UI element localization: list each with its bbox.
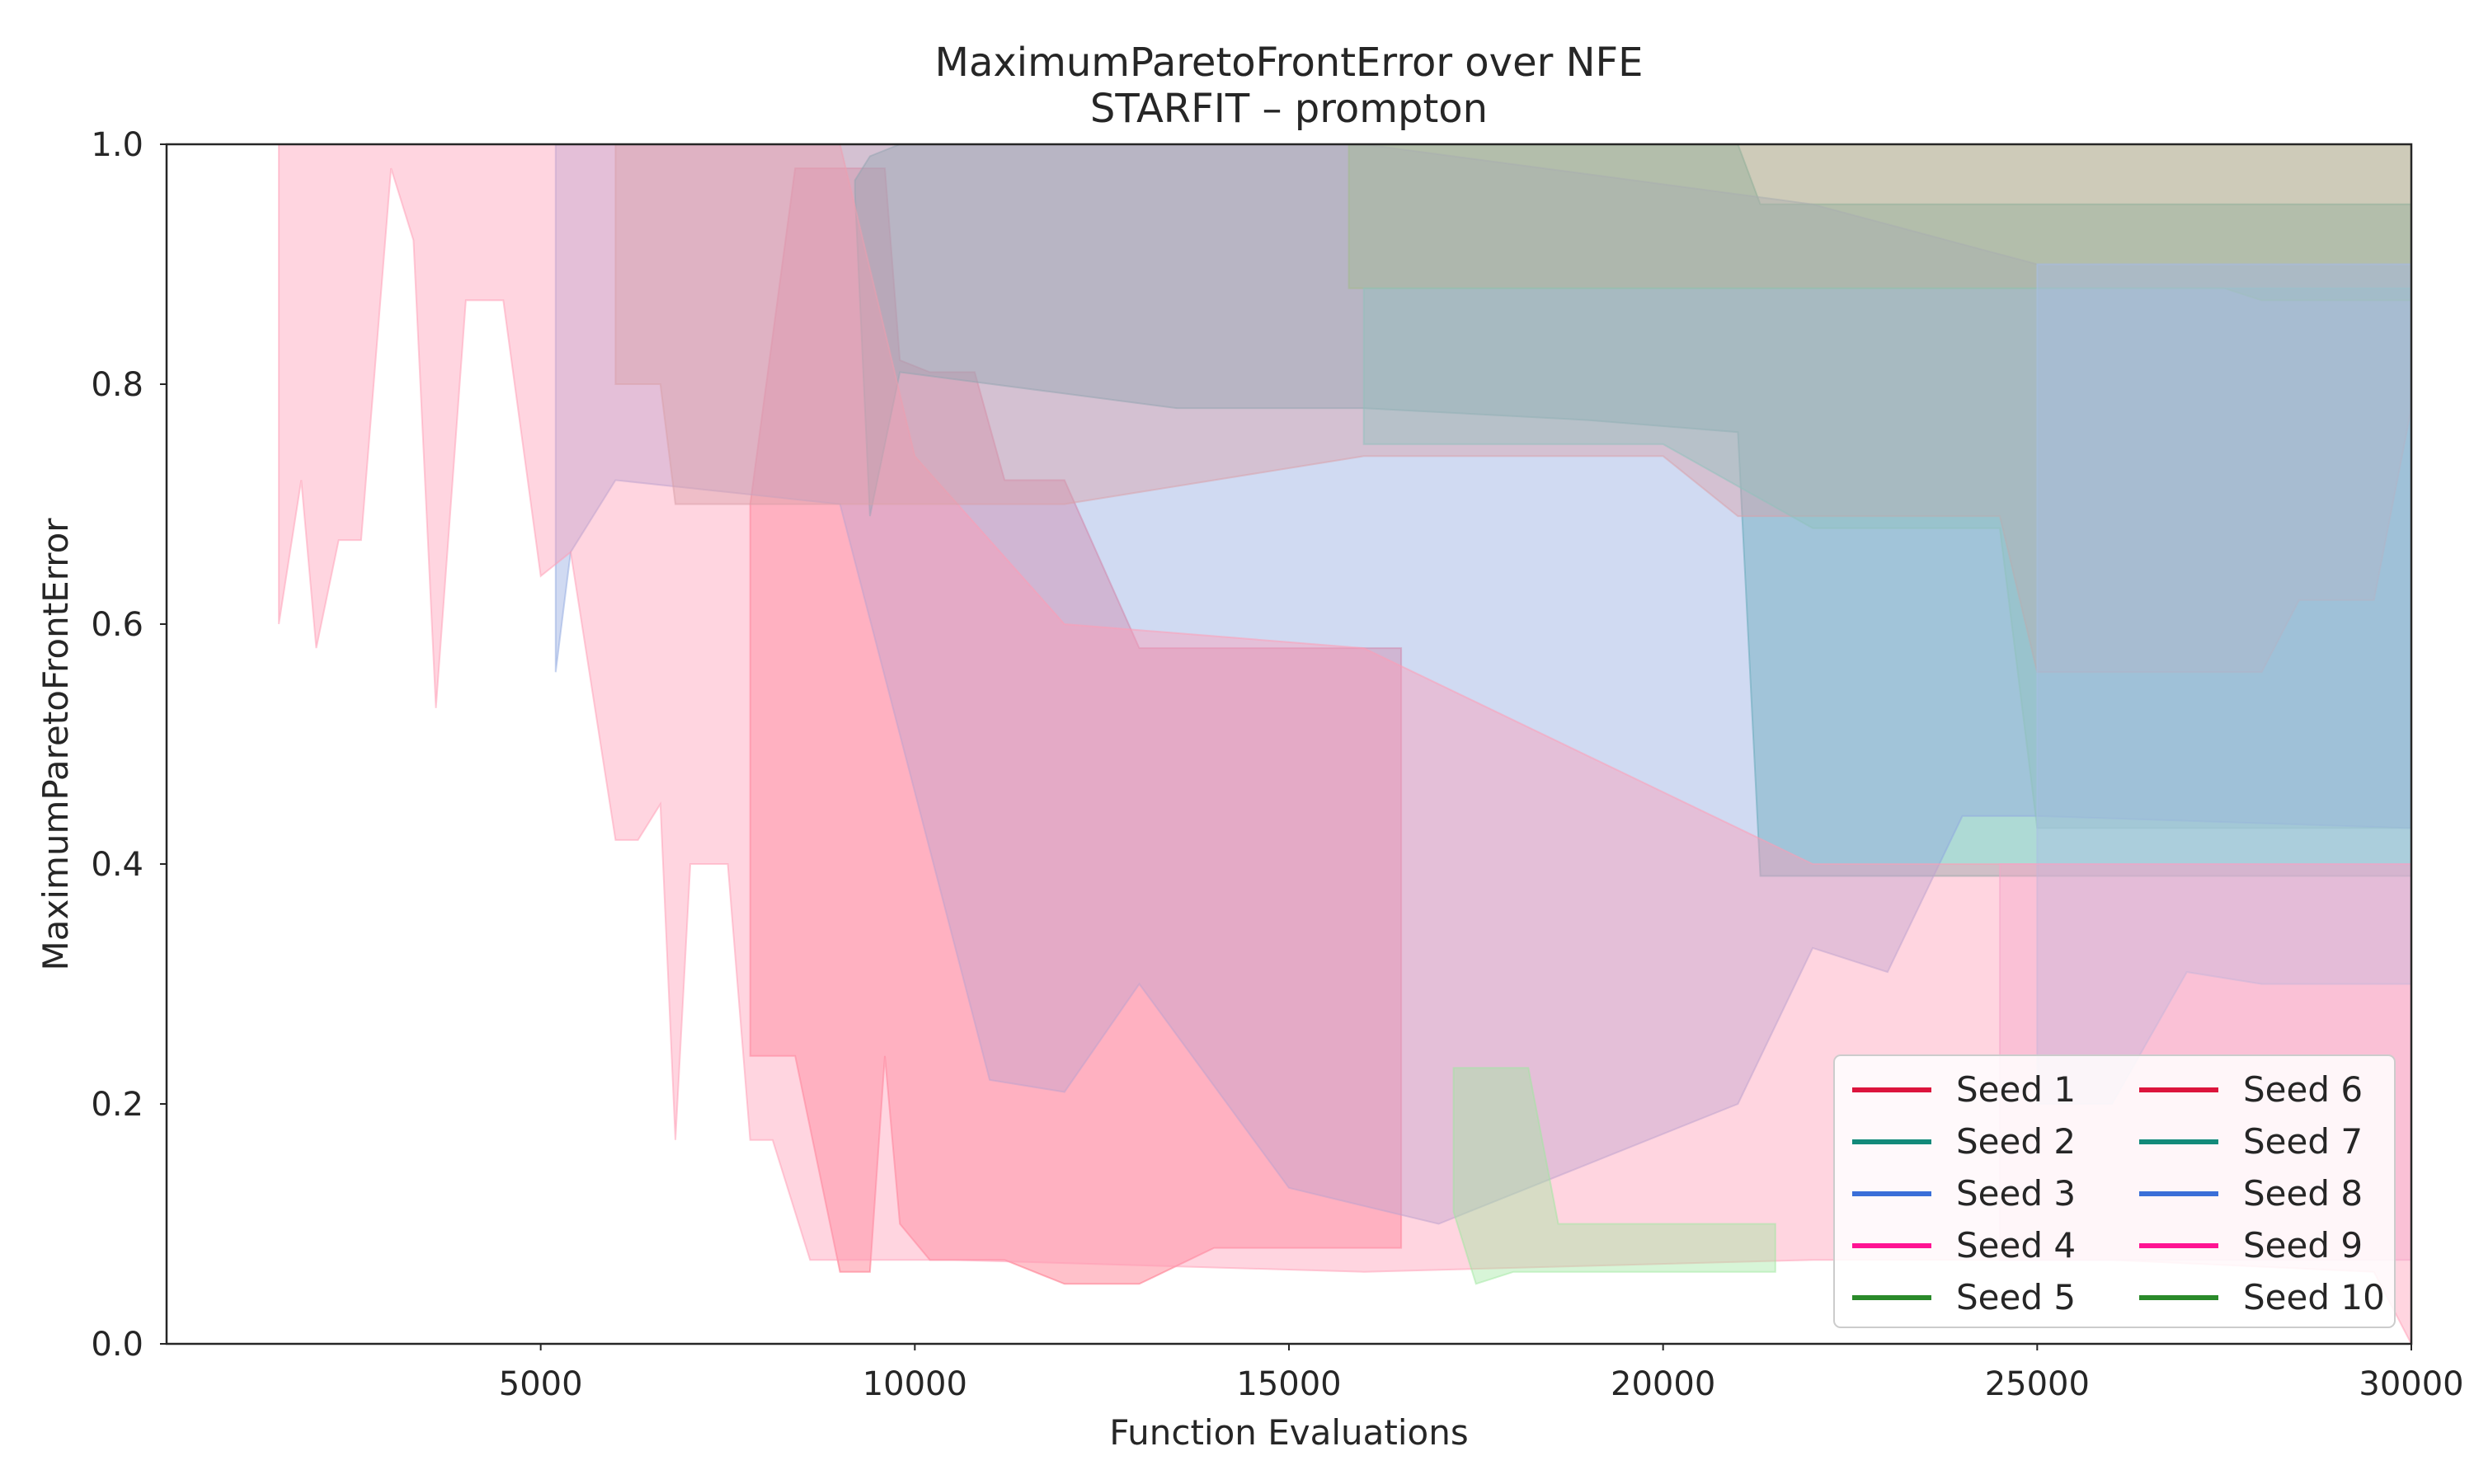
y-tick-label: 1.0 [91, 126, 143, 164]
x-tick-label: 25000 [1985, 1365, 2090, 1403]
x-tick-label: 20000 [1611, 1365, 1715, 1403]
x-axis-ticks: 5000 10000 15000 20000 25000 30000 [499, 1344, 2464, 1403]
x-tick-label: 15000 [1236, 1365, 1341, 1403]
y-tick-label: 0.4 [91, 846, 143, 884]
x-tick-label: 10000 [863, 1365, 967, 1403]
legend-label: Seed 1 [1956, 1069, 2076, 1110]
y-axis-label: MaximumParetoFrontError [35, 518, 76, 971]
legend-label: Seed 9 [2243, 1225, 2363, 1266]
x-tick-label: 5000 [499, 1365, 583, 1403]
y-tick-label: 0.8 [91, 366, 143, 404]
legend-label: Seed 4 [1956, 1225, 2076, 1266]
legend-label: Seed 10 [2243, 1277, 2385, 1317]
x-axis-label: Function Evaluations [1109, 1412, 1468, 1453]
chart-title: MaximumParetoFrontError over NFE [935, 40, 1644, 86]
chart-subtitle: STARFIT – prompton [1090, 86, 1488, 132]
series-band-10 [1452, 1067, 1776, 1285]
y-tick-label: 0.2 [91, 1086, 143, 1124]
legend-box [1833, 1054, 2396, 1328]
legend-label: Seed 2 [1956, 1121, 2076, 1162]
legend-label: Seed 5 [1956, 1277, 2076, 1317]
y-tick-label: 0.0 [91, 1326, 143, 1364]
x-tick-label: 30000 [2359, 1365, 2463, 1403]
legend-label: Seed 8 [2243, 1173, 2363, 1214]
legend-label: Seed 6 [2243, 1069, 2363, 1110]
series-areas [278, 143, 2412, 1345]
legend: Seed 1 Seed 2 Seed 3 Seed 4 Seed 5 Seed 6 Seed… [1833, 1054, 2396, 1328]
legend-label: Seed 7 [2243, 1121, 2363, 1162]
y-axis-ticks: 0.0 0.2 0.4 0.6 0.8 1.0 [91, 126, 167, 1364]
y-tick-label: 0.6 [91, 606, 143, 644]
legend-label: Seed 3 [1956, 1173, 2076, 1214]
